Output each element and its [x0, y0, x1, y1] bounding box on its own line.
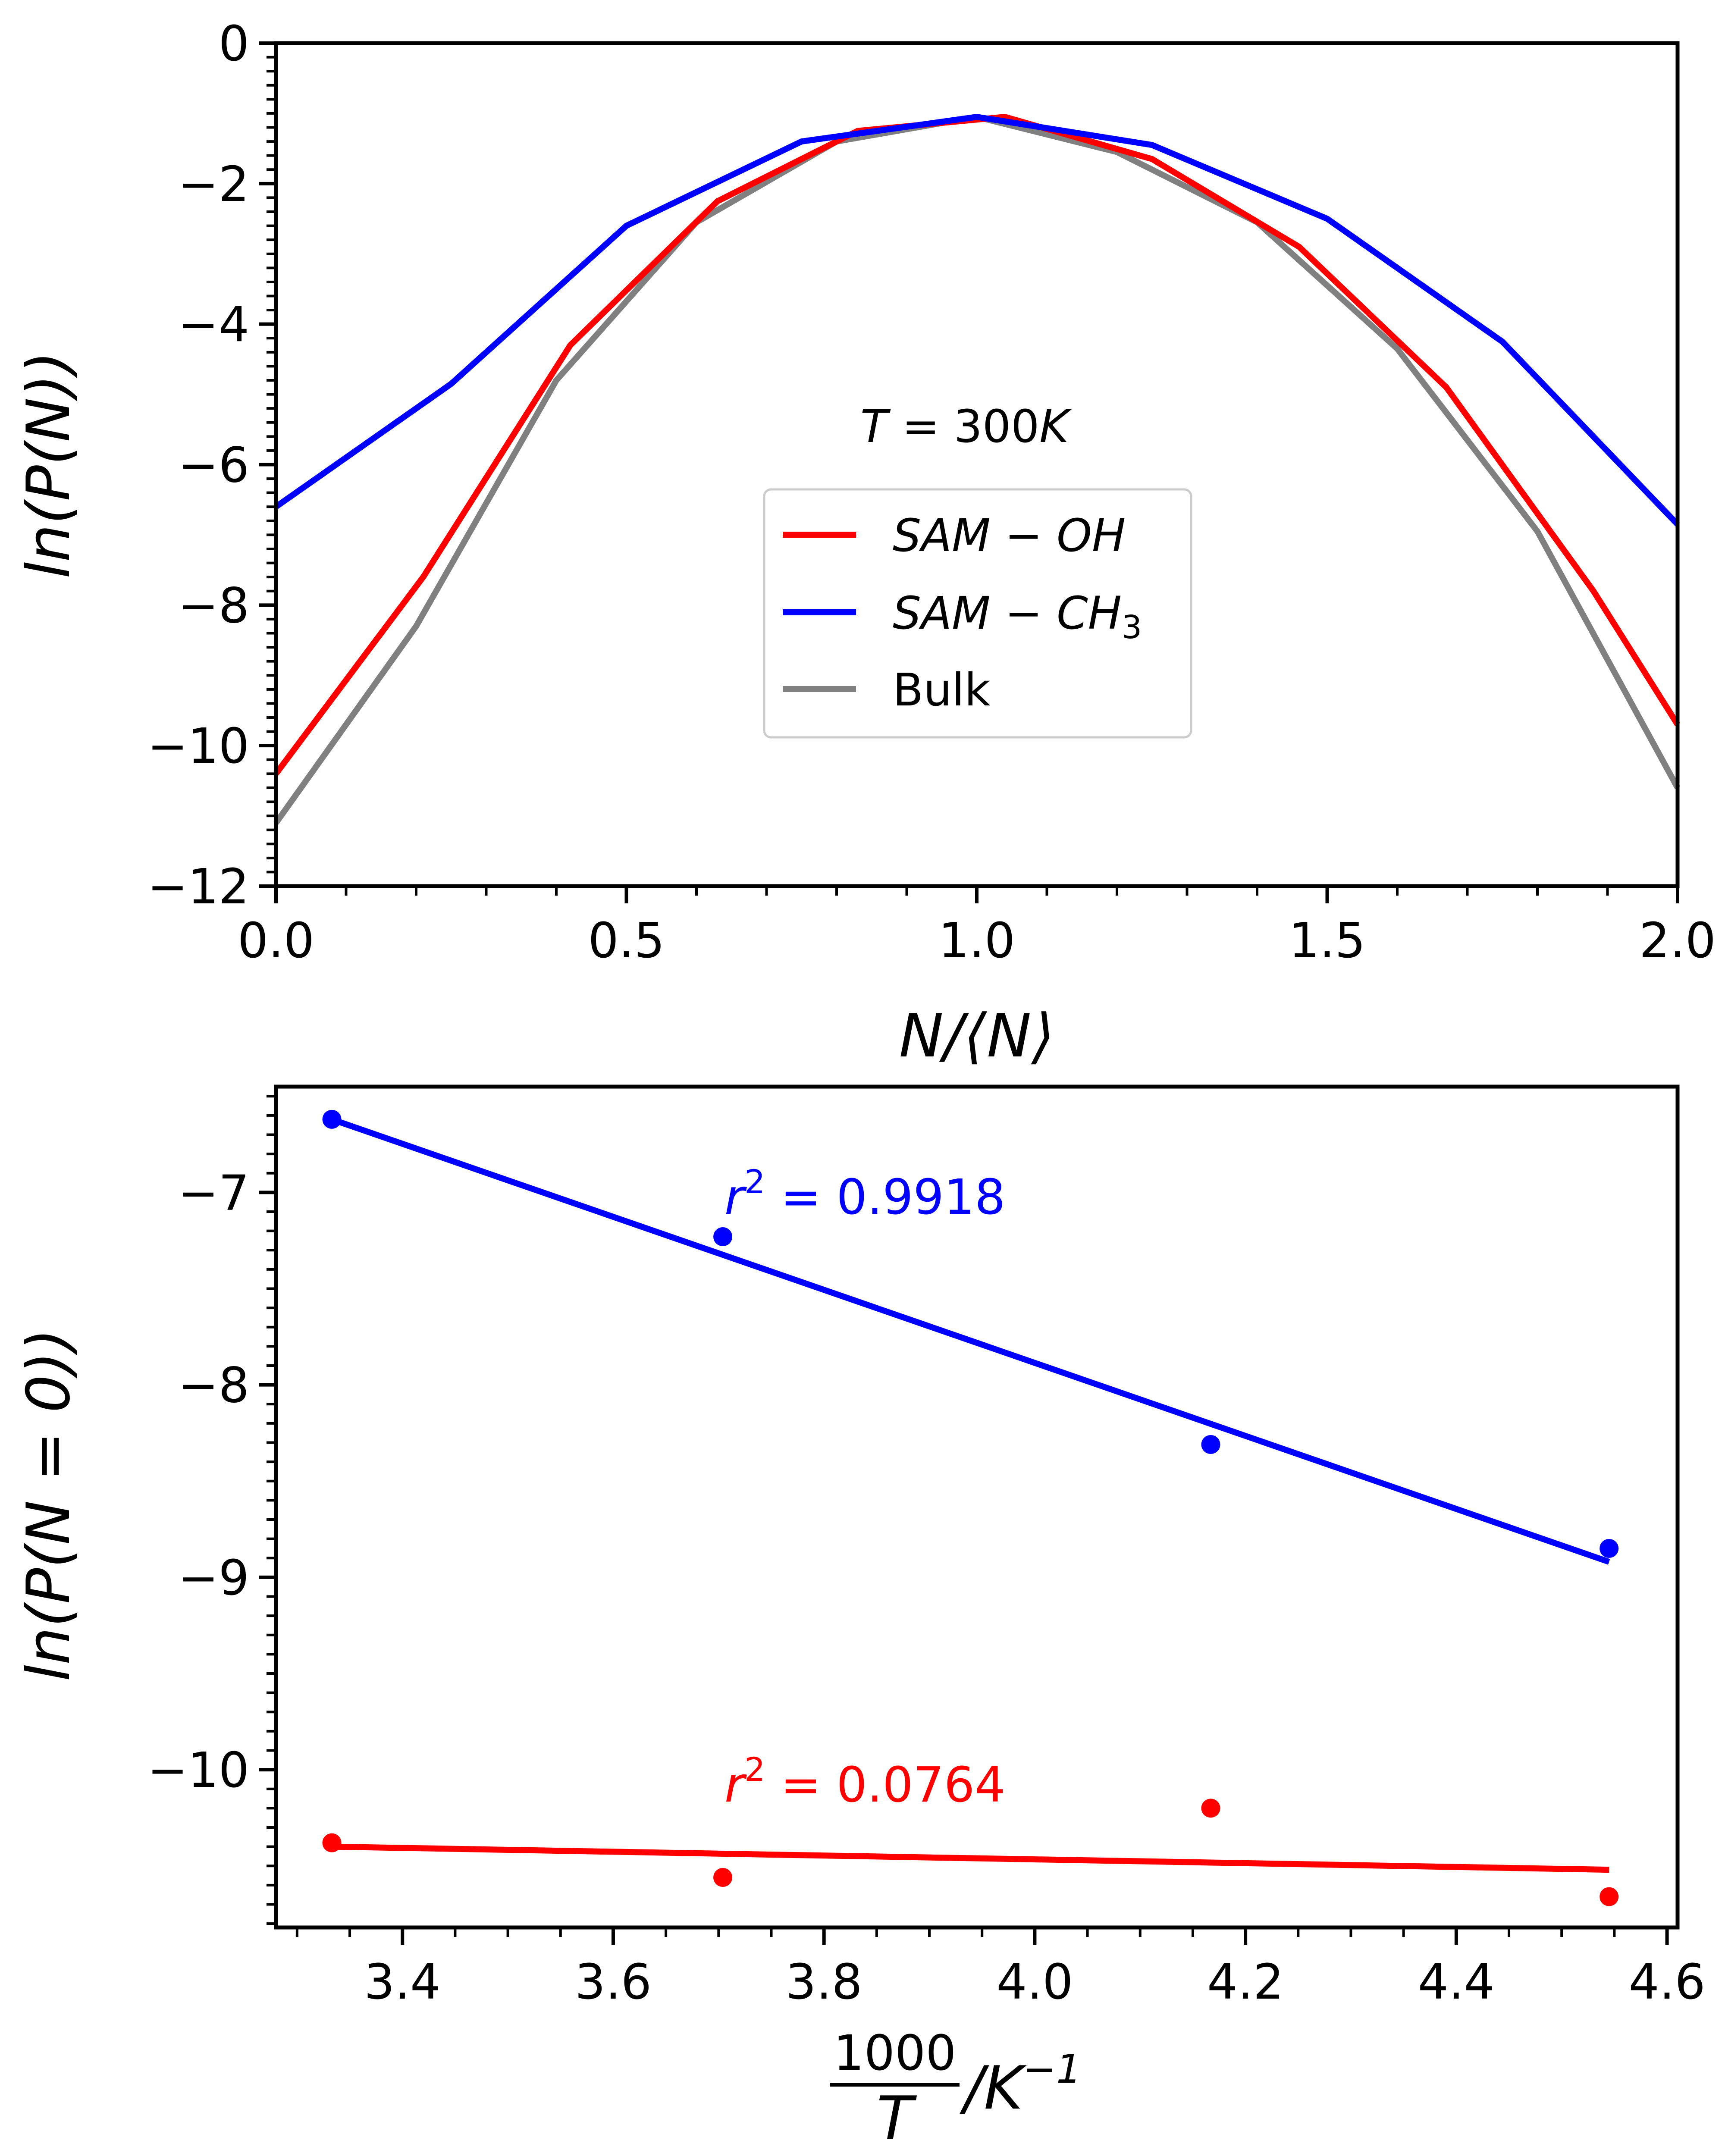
top-x-tick-label: 2.0: [1639, 913, 1716, 969]
data-point-sam-oh: [322, 1833, 342, 1852]
bottom-y-tick-label: −10: [147, 1742, 249, 1799]
bottom-x-label-numerator: 1000: [833, 2025, 956, 2081]
data-point-sam-ch3: [713, 1227, 733, 1247]
top-x-axis-label: N/⟨N⟩: [899, 1001, 1055, 1071]
top-x-tick-label: 0.5: [588, 913, 665, 969]
bottom-y-axis-label: ln(P(N = 0)): [14, 1329, 83, 1682]
data-point-sam-ch3: [1600, 1539, 1619, 1558]
top-series-layer: [273, 114, 1681, 825]
top-y-tick-label: 0: [219, 16, 249, 72]
bottom-x-label-denominator: T: [877, 2084, 917, 2153]
r2-annotation-sam-ch3: r2 = 0.9918: [724, 1163, 1005, 1225]
data-point-sam-ch3: [322, 1109, 342, 1129]
bottom-series-layer: [322, 1109, 1619, 1906]
top-ticks-layer: 0.0 0.5 1.0 1.5 2.0 0 −2 −4 −6 −8 −10 −12: [147, 16, 1716, 969]
top-x-tick-label: 1.0: [938, 913, 1015, 969]
data-point-sam-ch3: [1201, 1435, 1220, 1454]
bottom-y-tick-label: −7: [178, 1165, 249, 1221]
data-point-sam-oh: [713, 1868, 733, 1887]
bottom-x-label-unit: /K−1: [959, 2046, 1082, 2123]
top-y-tick-label: −10: [147, 718, 249, 774]
top-y-tick-label: −2: [178, 157, 249, 213]
data-point-sam-oh: [1201, 1799, 1220, 1818]
bottom-panel: 3.4 3.6 3.8 4.0 4.2 4.4 4.6 −7 −8 −9 −10 r2 = 0.99…: [14, 1084, 1706, 2153]
bottom-x-tick-label: 3.4: [364, 1954, 441, 2010]
r2-annotation-sam-oh: r2 = 0.0764: [724, 1750, 1005, 1813]
fit-line-sam-oh: [332, 1843, 1609, 1873]
bottom-x-axis-label: 1000 T /K−1: [830, 2025, 1082, 2153]
top-x-tick-label: 0.0: [238, 913, 314, 969]
legend-label-sam-ch3: SAM − CH3: [893, 587, 1142, 646]
bottom-plot-frame: [274, 1084, 1680, 1930]
series-line-sam-ch3: [274, 114, 1680, 526]
top-panel: 0.0 0.5 1.0 1.5 2.00−2−4−6−8−10−12 T = 300K …: [14, 16, 1716, 1071]
legend-label-bulk: Bulk: [893, 664, 990, 716]
bottom-x-tick-label: 4.4: [1418, 1954, 1495, 2010]
legend-label-sam-oh: SAM − OH: [893, 509, 1126, 562]
bottom-x-tick-label: 4.0: [996, 1954, 1073, 2010]
top-y-tick-label: −12: [147, 859, 249, 915]
data-point-sam-oh: [1600, 1887, 1619, 1906]
temperature-annotation: T = 300K: [860, 400, 1072, 453]
bottom-y-tick-label: −9: [178, 1550, 249, 1606]
top-plot-frame: [274, 41, 1680, 888]
top-y-axis-label: ln(P(N)): [14, 351, 83, 579]
legend-box: [763, 488, 1192, 739]
fit-line-sam-ch3: [331, 1116, 1610, 1565]
bottom-ticks-layer: 3.4 3.6 3.8 4.0 4.2 4.4 4.6 −7 −8 −9 −10: [147, 1095, 1706, 2010]
bottom-x-tick-label: 4.2: [1207, 1954, 1284, 2010]
top-y-tick-label: −8: [178, 578, 249, 634]
bottom-x-tick-label: 3.6: [575, 1954, 652, 2010]
series-line-sam-oh: [273, 114, 1680, 776]
bottom-x-tick-label: 3.8: [786, 1954, 862, 2010]
top-y-tick-label: −4: [178, 297, 249, 353]
top-y-tick-label: −6: [178, 438, 249, 494]
bottom-y-tick-label: −8: [178, 1358, 249, 1414]
top-x-tick-label: 1.5: [1289, 913, 1365, 969]
legend: SAM − OH SAM − CH3 Bulk: [763, 488, 1192, 739]
bottom-x-tick-label: 4.6: [1629, 1954, 1706, 2010]
